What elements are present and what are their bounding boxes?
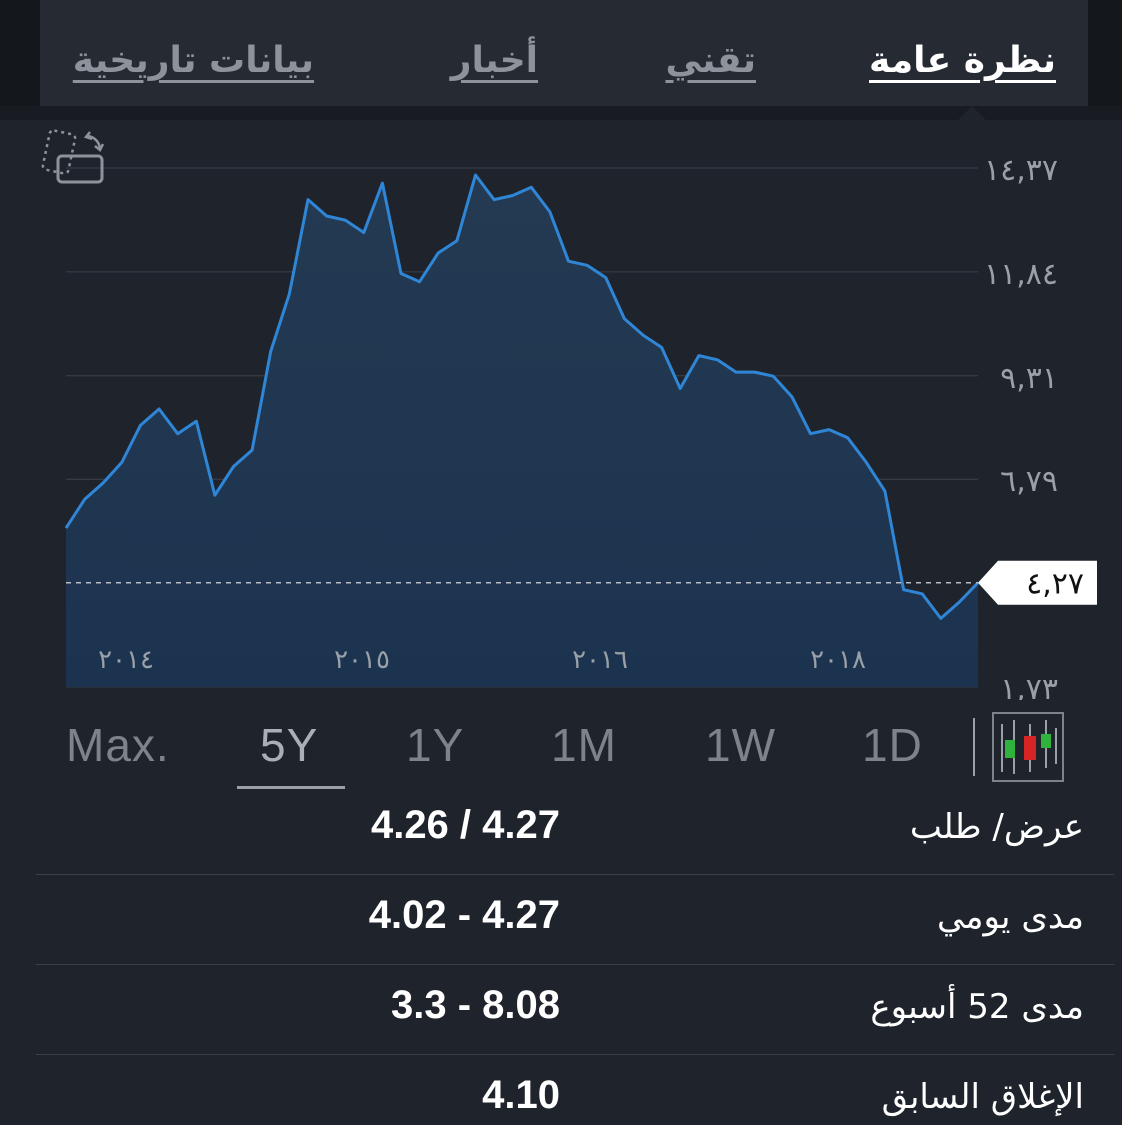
x-tick-label: ٢٠١٦ <box>572 645 628 675</box>
tab-bar-edge <box>1088 0 1122 106</box>
current-price-tag <box>978 560 1097 605</box>
tab-historical-data[interactable]: بيانات تاريخية <box>72 40 314 81</box>
stat-value: 4.26 / 4.27 <box>370 803 560 847</box>
tab-news[interactable]: أخبار <box>450 40 538 81</box>
x-tick-label: ٢٠١٨ <box>810 645 866 675</box>
stat-row-bid-ask: عرض/ طلب 4.26 / 4.27 <box>36 785 1114 875</box>
range-1w[interactable]: 1W <box>705 719 776 771</box>
range-1y[interactable]: 1Y <box>406 719 465 771</box>
tab-bar: نظرة عامة تقني أخبار بيانات تاريخية <box>0 0 1122 120</box>
candlestick-toggle-button[interactable] <box>992 712 1064 782</box>
price-chart[interactable]: ١٤,٣٧ ١١,٨٤ ٩,٣١ ٦,٧٩ ١,٧٣ ٤,٢٧ ٢٠١٤ ٢٠١٥ ٢٠١٦ ٢٠… <box>0 120 1122 700</box>
stat-value: 3.3 - 8.08 <box>390 983 560 1027</box>
stat-label: عرض/ طلب <box>909 807 1084 847</box>
y-tick-label: ١,٧٣ <box>1000 672 1058 700</box>
price-chart-svg: ١٤,٣٧ ١١,٨٤ ٩,٣١ ٦,٧٩ ١,٧٣ ٤,٢٧ ٢٠١٤ ٢٠١٥ ٢٠١٦ ٢٠… <box>64 153 1097 700</box>
x-tick-label: ٢٠١٤ <box>98 645 154 675</box>
range-5y[interactable]: 5Y <box>260 719 319 771</box>
tab-bar-inner <box>40 0 1088 106</box>
stat-label: مدى 52 أسبوع <box>870 987 1084 1027</box>
tab-technical[interactable]: تقني <box>665 40 756 81</box>
stat-row-52-week-range: مدى 52 أسبوع 3.3 - 8.08 <box>36 965 1114 1055</box>
rotate-screen-icon[interactable] <box>40 126 112 190</box>
stat-value: 4.02 - 4.27 <box>368 893 560 937</box>
y-tick-label: ٩,٣١ <box>1000 361 1058 396</box>
stat-value: 4.10 <box>482 1073 560 1117</box>
current-price-label: ٤,٢٧ <box>1026 567 1084 602</box>
range-1d[interactable]: 1D <box>862 719 923 771</box>
range-1m[interactable]: 1M <box>551 719 617 771</box>
stat-label: مدى يومي <box>936 897 1084 937</box>
y-tick-label: ٦,٧٩ <box>1000 464 1058 499</box>
tab-bar-edge <box>0 0 40 106</box>
active-range-indicator <box>237 786 345 789</box>
active-tab-caret <box>958 106 986 120</box>
range-divider <box>973 718 975 776</box>
range-max[interactable]: Max. <box>66 719 170 771</box>
stat-row-daily-range: مدى يومي 4.02 - 4.27 <box>36 875 1114 965</box>
y-tick-label: ١١,٨٤ <box>984 257 1058 292</box>
range-selector: Max. 5Y 1Y 1M 1W 1D <box>0 700 1122 800</box>
price-area <box>66 175 978 687</box>
price-line <box>64 173 980 620</box>
tab-overview[interactable]: نظرة عامة <box>869 40 1056 81</box>
stat-label: الإغلاق السابق <box>881 1077 1084 1117</box>
x-tick-label: ٢٠١٥ <box>334 645 390 675</box>
candlestick-icon <box>1001 720 1057 774</box>
y-tick-label: ١٤,٣٧ <box>984 153 1058 188</box>
stat-row-previous-close: الإغلاق السابق 4.10 <box>36 1055 1114 1125</box>
